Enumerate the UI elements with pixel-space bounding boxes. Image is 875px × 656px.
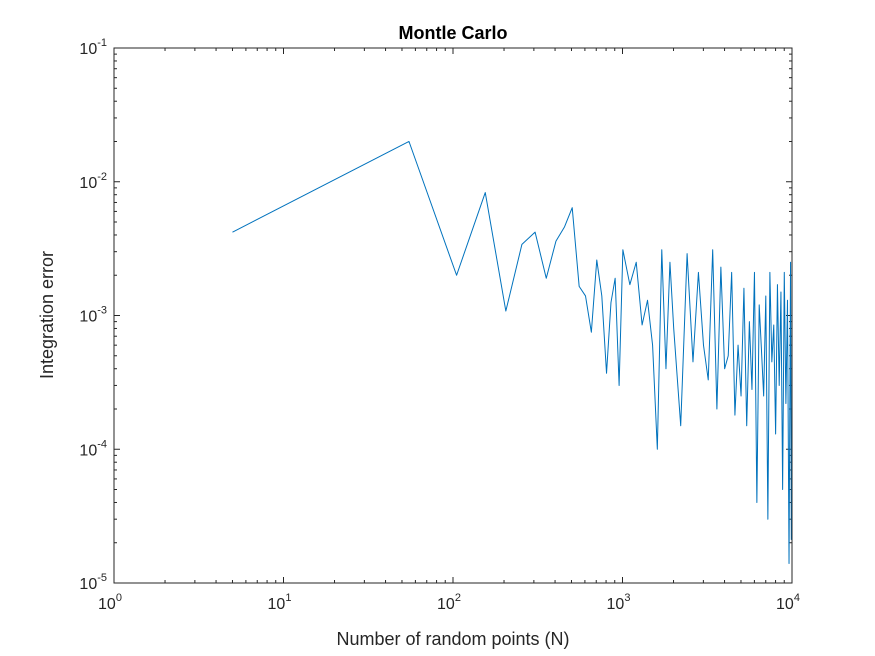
x-tick-label: 103 (607, 592, 631, 613)
x-axis-label: Number of random points (N) (336, 629, 569, 649)
plot-frame (113, 47, 793, 584)
y-tick-label: 10-4 (79, 438, 107, 459)
chart-title: Montle Carlo (398, 23, 507, 43)
x-tick-label: 101 (268, 592, 292, 613)
x-tick-label: 100 (98, 592, 122, 613)
x-tick-labels: 100 101 102 103 104 (98, 592, 800, 613)
x-tick-label: 104 (776, 592, 800, 613)
y-tick-label: 10-2 (79, 171, 107, 192)
y-axis-label: Integration error (37, 251, 57, 379)
y-tick-label: 10-1 (79, 37, 107, 58)
y-tick-label: 10-5 (79, 572, 107, 593)
series-line (232, 140, 792, 564)
x-tick-label: 102 (437, 592, 461, 613)
y-tick-label: 10-3 (79, 305, 107, 326)
y-tick-labels: 10-5 10-4 10-3 10-2 10-1 (79, 37, 107, 593)
plot-area (114, 48, 792, 583)
